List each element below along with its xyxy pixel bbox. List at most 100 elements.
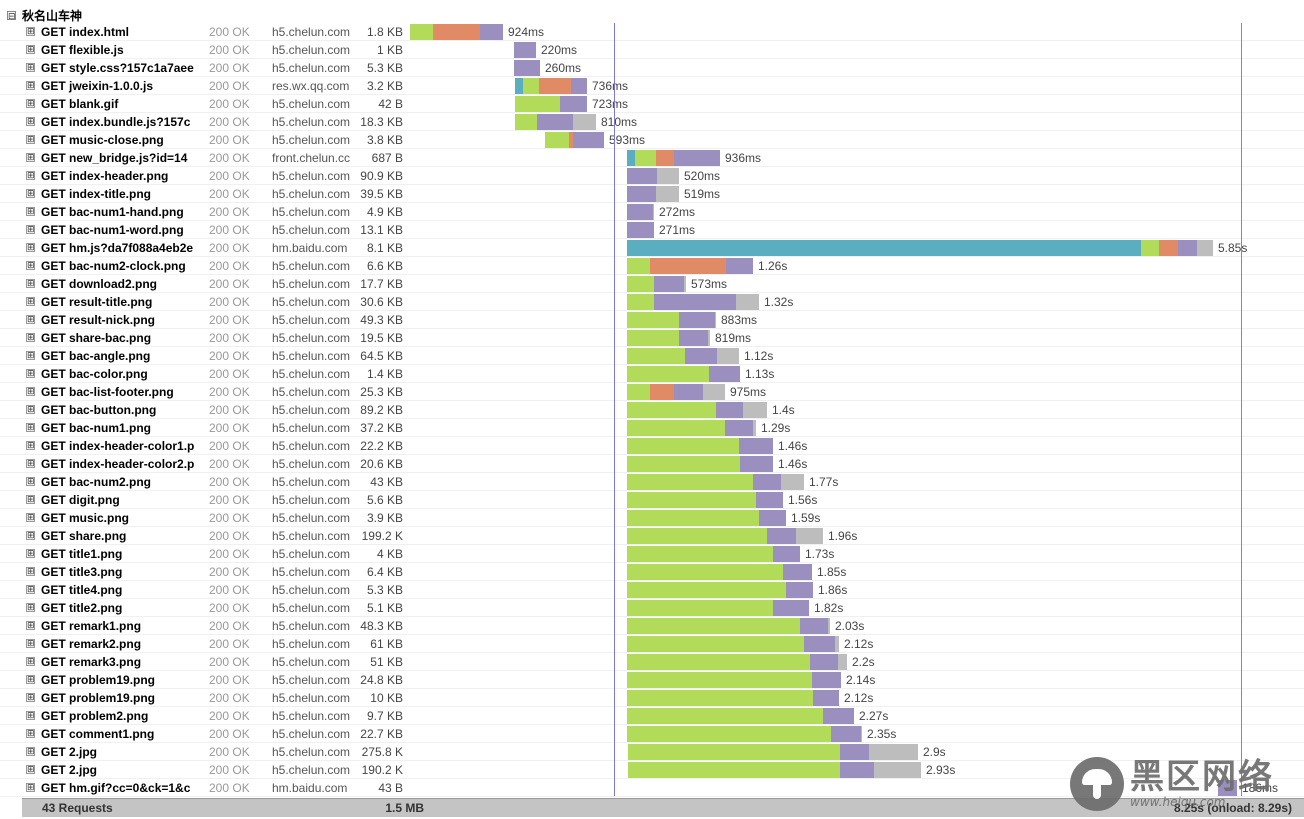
request-row[interactable]: ⊞ GET bac-angle.png 200 OK h5.chelun.com 64.… [0,347,1304,365]
expand-toggle-icon[interactable]: ⊞ [26,296,35,306]
expand-toggle-icon[interactable]: ⊞ [26,728,35,738]
expand-toggle-icon[interactable]: ⊞ [26,170,35,180]
request-row[interactable]: ⊞ GET result-title.png 200 OK h5.chelun.com… [0,293,1304,311]
expand-toggle-icon[interactable]: ⊞ [26,278,35,288]
timeline-bar[interactable] [627,474,804,490]
expand-toggle-icon[interactable]: ⊞ [26,260,35,270]
request-group-header[interactable]: ⊟ 秋名山车神 [0,6,1304,24]
expand-toggle-icon[interactable]: ⊞ [26,764,35,774]
request-row[interactable]: ⊞ GET share.png 200 OK h5.chelun.com 199.2 K… [0,527,1304,545]
timeline-bar[interactable] [627,330,710,346]
request-row[interactable]: ⊞ GET index-title.png 200 OK h5.chelun.com 3… [0,185,1304,203]
request-row[interactable]: ⊞ GET hm.gif?cc=0&ck=1&c 200 OK hm.baidu.co… [0,779,1304,797]
timeline-bar[interactable] [627,564,812,580]
expand-toggle-icon[interactable]: ⊞ [26,152,35,162]
request-row[interactable]: ⊞ GET index-header-color2.p 200 OK h5.chelu… [0,455,1304,473]
timeline-bar[interactable] [410,24,503,40]
expand-toggle-icon[interactable]: ⊞ [26,242,35,252]
request-row[interactable]: ⊞ GET bac-num1-word.png 200 OK h5.chelun.co… [0,221,1304,239]
expand-toggle-icon[interactable]: ⊞ [26,710,35,720]
request-row[interactable]: ⊞ GET problem2.png 200 OK h5.chelun.com 9.7 … [0,707,1304,725]
request-row[interactable]: ⊞ GET blank.gif 200 OK h5.chelun.com 42 B 723… [0,95,1304,113]
request-row[interactable]: ⊞ GET jweixin-1.0.0.js 200 OK res.wx.qq.com… [0,77,1304,95]
timeline-bar[interactable] [627,690,839,706]
timeline-bar[interactable] [515,114,596,130]
timeline-bar[interactable] [514,60,540,76]
timeline-bar[interactable] [627,600,809,616]
request-row[interactable]: ⊞ GET problem19.png 200 OK h5.chelun.com 24.… [0,671,1304,689]
request-row[interactable]: ⊞ GET style.css?157c1a7aee 200 OK h5.chelun… [0,59,1304,77]
request-row[interactable]: ⊞ GET 2.jpg 200 OK h5.chelun.com 275.8 K 2.9s [0,743,1304,761]
expand-toggle-icon[interactable]: ⊞ [26,350,35,360]
request-row[interactable]: ⊞ GET remark1.png 200 OK h5.chelun.com 48.3 … [0,617,1304,635]
request-row[interactable]: ⊞ GET title3.png 200 OK h5.chelun.com 6.4 KB… [0,563,1304,581]
expand-toggle-icon[interactable]: ⊞ [26,512,35,522]
timeline-bar[interactable] [627,420,756,436]
timeline-bar[interactable] [627,168,679,184]
expand-toggle-icon[interactable]: ⊞ [26,782,35,792]
timeline-bar[interactable] [627,618,830,634]
timeline-bar[interactable] [627,366,740,382]
expand-toggle-icon[interactable]: ⊞ [26,404,35,414]
request-row[interactable]: ⊞ GET digit.png 200 OK h5.chelun.com 5.6 KB 1… [0,491,1304,509]
request-row[interactable]: ⊞ GET index.html 200 OK h5.chelun.com 1.8 KB… [0,23,1304,41]
expand-toggle-icon[interactable]: ⊞ [26,602,35,612]
expand-toggle-icon[interactable]: ⊞ [26,332,35,342]
request-row[interactable]: ⊞ GET remark3.png 200 OK h5.chelun.com 51 KB… [0,653,1304,671]
timeline-bar[interactable] [627,312,716,328]
timeline-bar[interactable] [627,546,800,562]
expand-toggle-icon[interactable]: ⊞ [26,422,35,432]
timeline-bar[interactable] [545,132,604,148]
request-row[interactable]: ⊞ GET share-bac.png 200 OK h5.chelun.com 19.… [0,329,1304,347]
timeline-bar[interactable] [627,348,739,364]
expand-toggle-icon[interactable]: ⊞ [26,692,35,702]
timeline-bar[interactable] [627,402,767,418]
request-row[interactable]: ⊞ GET flexible.js 200 OK h5.chelun.com 1 KB 2… [0,41,1304,59]
request-row[interactable]: ⊞ GET bac-list-footer.png 200 OK h5.chelun.… [0,383,1304,401]
timeline-bar[interactable] [627,438,773,454]
expand-toggle-icon[interactable]: ⊞ [26,26,35,36]
request-row[interactable]: ⊞ GET music-close.png 200 OK h5.chelun.com 3… [0,131,1304,149]
timeline-bar[interactable] [627,636,839,652]
timeline-bar[interactable] [627,582,813,598]
request-row[interactable]: ⊞ GET title2.png 200 OK h5.chelun.com 5.1 KB… [0,599,1304,617]
request-row[interactable]: ⊞ GET index-header.png 200 OK h5.chelun.com… [0,167,1304,185]
request-row[interactable]: ⊞ GET bac-num2.png 200 OK h5.chelun.com 43 K… [0,473,1304,491]
expand-toggle-icon[interactable]: ⊞ [26,224,35,234]
expand-toggle-icon[interactable]: ⊞ [26,134,35,144]
request-row[interactable]: ⊞ GET bac-button.png 200 OK h5.chelun.com 89… [0,401,1304,419]
timeline-bar[interactable] [627,708,854,724]
timeline-bar[interactable] [627,240,1213,256]
request-row[interactable]: ⊞ GET download2.png 200 OK h5.chelun.com 17.… [0,275,1304,293]
collapse-toggle-icon[interactable]: ⊟ [7,10,16,21]
expand-toggle-icon[interactable]: ⊞ [26,656,35,666]
expand-toggle-icon[interactable]: ⊞ [26,674,35,684]
expand-toggle-icon[interactable]: ⊞ [26,638,35,648]
expand-toggle-icon[interactable]: ⊞ [26,368,35,378]
timeline-bar[interactable] [627,456,773,472]
timeline-bar[interactable] [627,654,847,670]
expand-toggle-icon[interactable]: ⊞ [26,584,35,594]
timeline-bar[interactable] [627,726,862,742]
expand-toggle-icon[interactable]: ⊞ [26,206,35,216]
expand-toggle-icon[interactable]: ⊞ [26,530,35,540]
timeline-bar[interactable] [628,762,921,778]
timeline-bar[interactable] [514,42,536,58]
expand-toggle-icon[interactable]: ⊞ [26,386,35,396]
expand-toggle-icon[interactable]: ⊞ [26,62,35,72]
expand-toggle-icon[interactable]: ⊞ [26,116,35,126]
timeline-bar[interactable] [627,528,823,544]
timeline-bar[interactable] [627,384,725,400]
expand-toggle-icon[interactable]: ⊞ [26,44,35,54]
request-row[interactable]: ⊞ GET problem19.png 200 OK h5.chelun.com 10 … [0,689,1304,707]
expand-toggle-icon[interactable]: ⊞ [26,80,35,90]
timeline-bar[interactable] [1218,780,1237,796]
expand-toggle-icon[interactable]: ⊞ [26,188,35,198]
timeline-bar[interactable] [627,204,654,220]
timeline-bar[interactable] [627,186,679,202]
timeline-bar[interactable] [515,78,587,94]
request-row[interactable]: ⊞ GET music.png 200 OK h5.chelun.com 3.9 KB 1… [0,509,1304,527]
request-row[interactable]: ⊞ GET title1.png 200 OK h5.chelun.com 4 KB 1.… [0,545,1304,563]
request-row[interactable]: ⊞ GET bac-num2-clock.png 200 OK h5.chelun.c… [0,257,1304,275]
timeline-bar[interactable] [628,744,918,760]
